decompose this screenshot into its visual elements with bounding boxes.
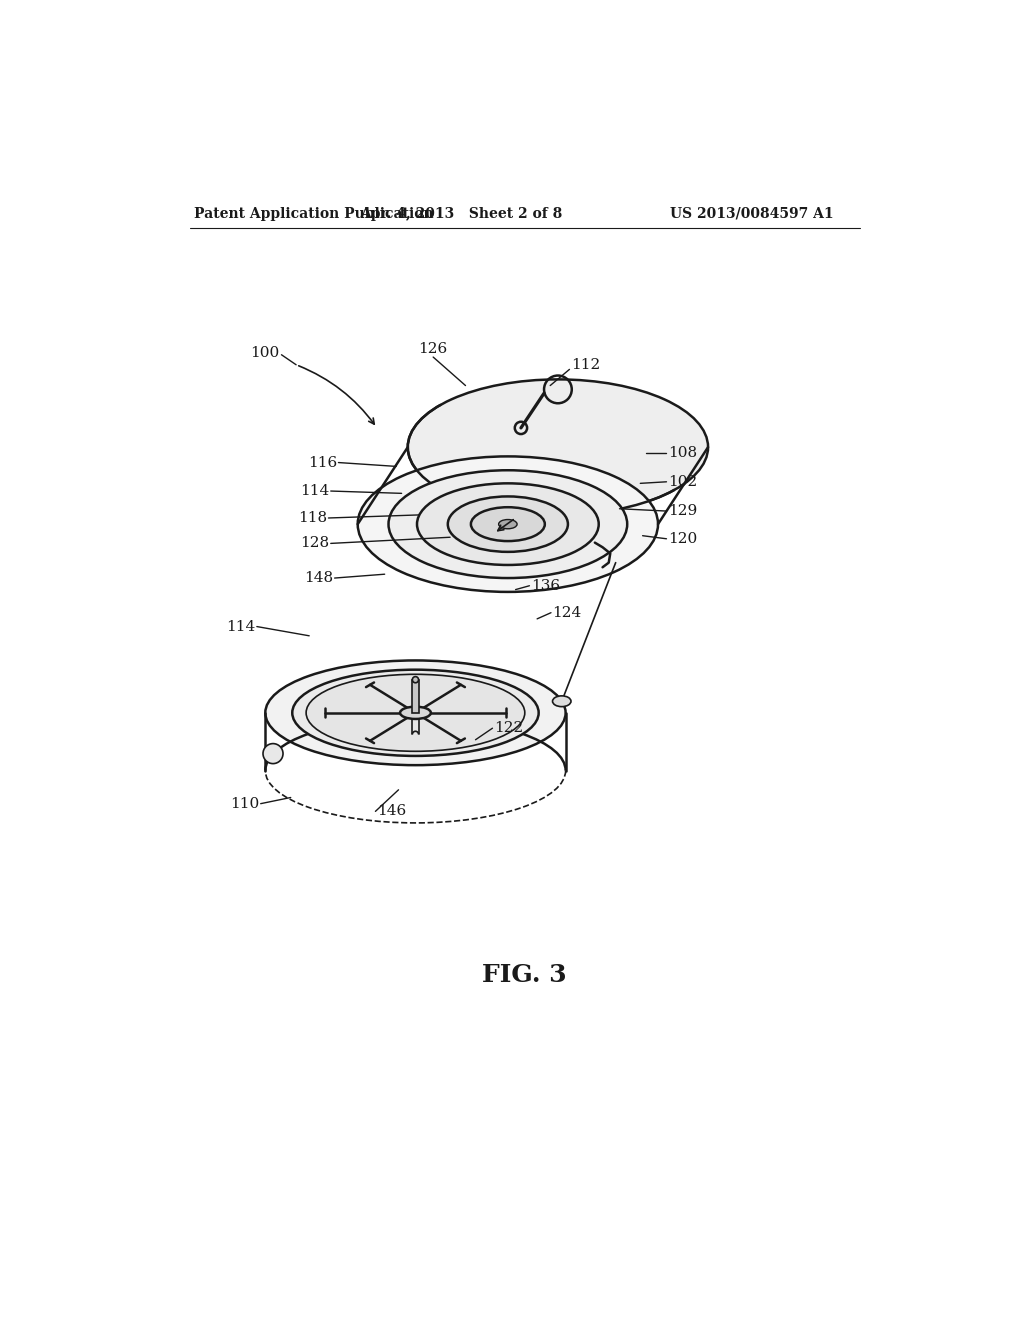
- Text: 122: 122: [494, 721, 523, 735]
- Ellipse shape: [447, 496, 568, 552]
- Text: 102: 102: [668, 475, 697, 488]
- Ellipse shape: [357, 457, 658, 591]
- Ellipse shape: [553, 696, 571, 706]
- FancyBboxPatch shape: [413, 680, 419, 713]
- Text: 128: 128: [300, 536, 330, 550]
- Text: 126: 126: [419, 342, 447, 356]
- Circle shape: [263, 743, 283, 763]
- Ellipse shape: [499, 520, 517, 529]
- Text: 124: 124: [553, 606, 582, 619]
- Text: 108: 108: [668, 446, 697, 459]
- Ellipse shape: [417, 483, 599, 565]
- Text: 114: 114: [226, 619, 255, 634]
- Text: 146: 146: [377, 804, 407, 818]
- Text: Apr. 4, 2013   Sheet 2 of 8: Apr. 4, 2013 Sheet 2 of 8: [360, 207, 563, 220]
- Text: 136: 136: [531, 578, 560, 593]
- Ellipse shape: [306, 675, 525, 751]
- Ellipse shape: [413, 677, 419, 682]
- Text: 148: 148: [304, 572, 333, 585]
- Text: FIG. 3: FIG. 3: [482, 962, 567, 986]
- Text: 114: 114: [300, 484, 330, 498]
- Text: 112: 112: [571, 358, 600, 372]
- Text: US 2013/0084597 A1: US 2013/0084597 A1: [670, 207, 834, 220]
- Text: 110: 110: [230, 797, 259, 810]
- Ellipse shape: [408, 379, 708, 515]
- Text: 120: 120: [668, 532, 697, 545]
- Ellipse shape: [292, 669, 539, 756]
- Ellipse shape: [471, 507, 545, 541]
- Text: 116: 116: [307, 455, 337, 470]
- Text: 118: 118: [298, 511, 327, 525]
- Ellipse shape: [265, 660, 565, 766]
- Text: 100: 100: [250, 346, 280, 360]
- Ellipse shape: [388, 470, 628, 578]
- Ellipse shape: [400, 706, 431, 719]
- Text: Patent Application Publication: Patent Application Publication: [194, 207, 433, 220]
- Text: 129: 129: [668, 504, 697, 517]
